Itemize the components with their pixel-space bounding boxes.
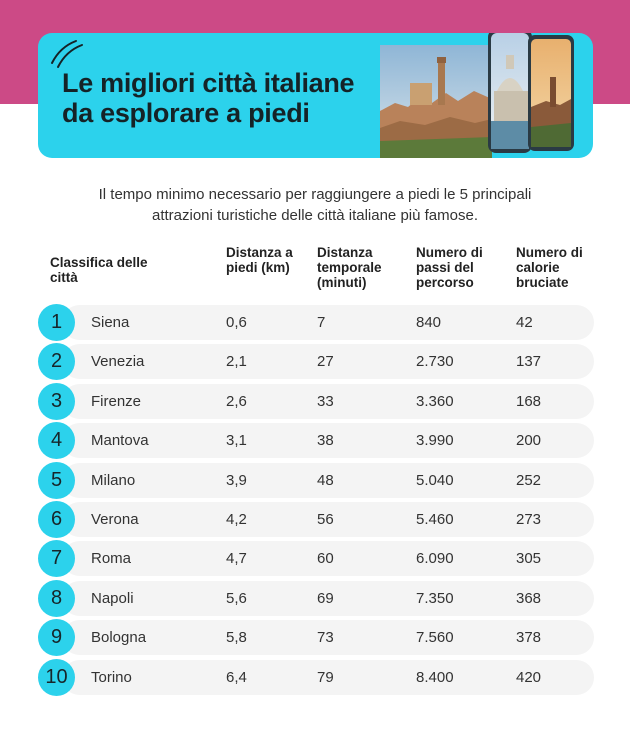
row-background [62,580,594,616]
rank-badge: 5 [38,461,75,499]
time-value: 79 [317,668,334,686]
column-header-steps: Numero di passi del percorso [416,245,483,290]
city-name: Siena [91,314,130,331]
row-background [62,305,594,340]
city-name: Firenze [91,392,142,410]
distance-value: 5,6 [226,589,247,607]
subtitle: Il tempo minimo necessario per raggiunge… [40,184,590,226]
distance-value: 4,7 [226,550,247,568]
calories-value: 200 [516,432,542,450]
column-header-rank: Classifica delle città [50,255,148,285]
steps-value: 5.040 [416,471,454,489]
distance-value: 2,6 [226,392,247,410]
table-row: 3 Firenze 2,6 33 3.360 168 [38,382,594,420]
time-value: 56 [317,511,334,528]
steps-value: 3.360 [416,392,454,410]
calories-value: 420 [516,668,542,686]
title-banner: Le migliori città italiane da esplorare … [38,33,593,158]
calories-value: 137 [516,353,542,371]
distance-value: 6,4 [226,668,247,686]
table-row: 4 Mantova 3,1 38 3.990 200 [38,422,594,460]
steps-value: 840 [416,314,442,331]
swoosh-decoration-icon [51,40,83,68]
calories-value: 273 [516,511,542,528]
city-name: Bologna [91,629,147,647]
calories-value: 378 [516,629,542,647]
city-name: Roma [91,550,132,568]
row-background [62,541,594,577]
table-row: 9 Bologna 5,8 73 7.560 378 [38,619,594,657]
table-header: Classifica delle città Distanza a piedi … [38,245,598,305]
rank-badge: 7 [38,540,75,578]
rank-badge: 8 [38,579,75,617]
steps-value: 8.400 [416,668,454,686]
table-row: 8 Napoli 5,6 69 7.350 368 [38,579,594,617]
time-value: 73 [317,629,334,647]
row-background [62,502,594,537]
row-background [62,344,594,380]
time-value: 48 [317,471,334,489]
calories-value: 368 [516,589,542,607]
steps-value: 5.460 [416,511,454,528]
subtitle-line-1: Il tempo minimo necessario per raggiunge… [98,186,532,203]
steps-value: 7.350 [416,589,454,607]
table-row: 7 Roma 4,7 60 6.090 305 [38,540,594,578]
time-value: 38 [317,432,334,450]
city-photo-collage [380,33,593,158]
city-name: Napoli [91,589,134,607]
steps-value: 2.730 [416,353,454,371]
calories-value: 42 [516,314,533,331]
subtitle-line-2: attrazioni turistiche delle città italia… [151,207,478,224]
row-background [62,620,594,656]
table-row: 10 Torino 6,4 79 8.400 420 [38,658,594,696]
calories-value: 168 [516,392,542,410]
rank-badge: 6 [38,501,75,538]
city-name: Verona [91,511,139,528]
column-header-time: Distanza temporale (minuti) [317,245,382,290]
title-line-2: da esplorare a piedi [62,98,310,128]
row-background [62,383,594,419]
rank-badge: 4 [38,422,75,460]
distance-value: 3,1 [226,432,247,450]
time-value: 33 [317,392,334,410]
calories-value: 252 [516,471,542,489]
rank-badge: 2 [38,343,75,381]
distance-value: 0,6 [226,314,247,331]
city-name: Venezia [91,353,145,371]
city-ranking-table: Classifica delle città Distanza a piedi … [38,245,598,696]
steps-value: 6.090 [416,550,454,568]
city-name: Mantova [91,432,149,450]
row-background [62,659,594,695]
table-row: 2 Venezia 2,1 27 2.730 137 [38,343,594,381]
rank-badge: 1 [38,304,75,341]
page-title: Le migliori città italiane da esplorare … [62,68,355,128]
distance-value: 2,1 [226,353,247,371]
table-row: 5 Milano 3,9 48 5.040 252 [38,461,594,499]
time-value: 27 [317,353,334,371]
distance-value: 5,8 [226,629,247,647]
rank-badge: 10 [38,658,75,696]
steps-value: 7.560 [416,629,454,647]
title-line-1: Le migliori città italiane [62,68,355,98]
column-header-calories: Numero di calorie bruciate [516,245,583,290]
row-background [62,462,594,498]
time-value: 60 [317,550,334,568]
table-row: 6 Verona 4,2 56 5.460 273 [38,501,594,538]
city-name: Torino [91,668,132,686]
city-name: Milano [91,471,136,489]
rank-badge: 9 [38,619,75,657]
distance-value: 3,9 [226,471,247,489]
calories-value: 305 [516,550,542,568]
table-row: 1 Siena 0,6 7 840 42 [38,304,594,341]
column-header-distance: Distanza a piedi (km) [226,245,293,275]
rank-badge: 3 [38,382,75,420]
time-value: 69 [317,589,334,607]
steps-value: 3.990 [416,432,454,450]
distance-value: 4,2 [226,511,247,528]
row-background [62,423,594,459]
time-value: 7 [317,314,326,331]
